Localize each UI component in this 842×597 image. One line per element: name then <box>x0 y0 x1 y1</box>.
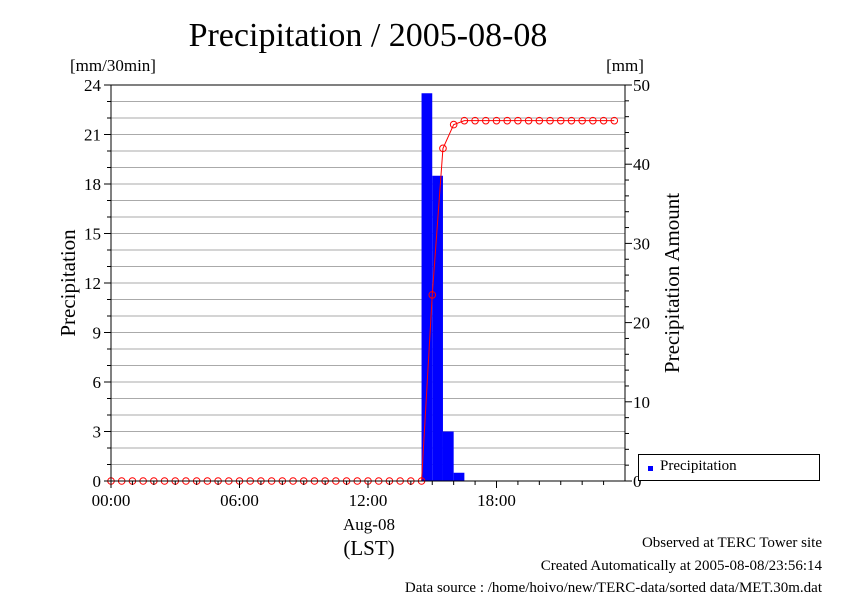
legend-swatch <box>648 466 653 471</box>
line-layer <box>107 116 619 485</box>
y-tick-label: 6 <box>93 373 102 392</box>
y2-tick-label: 20 <box>633 314 650 333</box>
y-tick-label: 15 <box>84 225 101 244</box>
chart-title: Precipitation / 2005-08-08 <box>189 17 548 54</box>
y2-tick-label: 50 <box>633 76 650 95</box>
precipitation-bar <box>453 472 465 481</box>
y-tick-label: 3 <box>93 423 102 442</box>
precipitation-amount-point <box>481 116 490 125</box>
y2-axis-label: Precipitation Amount <box>660 193 684 373</box>
precipitation-amount-point <box>471 116 479 125</box>
precipitation-amount-point <box>524 116 533 125</box>
precipitation-amount-point <box>514 116 522 125</box>
legend: Precipitation <box>638 454 820 481</box>
y-axis-unit: [mm/30min] <box>70 56 156 75</box>
x-tick-label: 00:00 <box>92 491 131 510</box>
precipitation-amount-point <box>449 120 458 129</box>
y-axis-label: Precipitation <box>56 229 80 337</box>
x-tick-label: 06:00 <box>220 491 259 510</box>
x-tick-label: 18:00 <box>477 491 516 510</box>
grid-layer <box>111 101 625 465</box>
legend-label: Precipitation <box>660 458 737 474</box>
precipitation-amount-point <box>439 144 447 153</box>
y-tick-label: 0 <box>93 472 102 491</box>
precipitation-amount-point <box>492 116 501 125</box>
footer-source: Data source : /home/hoivo/new/TERC-data/… <box>404 580 822 596</box>
y2-tick-label: 0 <box>633 472 642 491</box>
precipitation-amount-point <box>556 116 565 125</box>
y2-tick-label: 10 <box>633 393 650 412</box>
bar-layer <box>421 93 465 481</box>
y2-tick-label: 40 <box>633 155 650 174</box>
precipitation-bar <box>432 175 443 481</box>
precipitation-bar <box>421 93 433 481</box>
y-tick-label: 9 <box>93 324 102 343</box>
precipitation-amount-line <box>111 120 615 482</box>
precipitation-amount-point <box>610 116 619 125</box>
axis-layer: 0 3 6 9 12 15 18 21 24 0 10 20 30 40 50 00:00 06:00 12:00… <box>84 76 650 510</box>
precipitation-amount-point <box>546 116 554 125</box>
y-tick-label: 12 <box>84 274 101 293</box>
precipitation-amount-point <box>460 116 469 125</box>
y-tick-label: 24 <box>84 76 102 95</box>
footer-observed: Observed at TERC Tower site <box>641 535 822 551</box>
x-axis-timezone-label: (LST) <box>343 536 394 560</box>
x-tick-label: 12:00 <box>349 491 388 510</box>
precipitation-amount-point <box>599 116 608 125</box>
precipitation-amount-point <box>428 291 437 299</box>
precipitation-amount-point <box>578 116 586 125</box>
y-tick-label: 18 <box>84 175 101 194</box>
footer-created: Created Automatically at 2005-08-08/23:5… <box>540 558 822 574</box>
precipitation-amount-point <box>535 116 544 125</box>
precipitation-amount-point <box>503 116 512 125</box>
x-axis-date-label: Aug-08 <box>343 515 395 534</box>
precipitation-amount-point <box>567 116 576 125</box>
y2-tick-label: 30 <box>633 234 650 253</box>
y-tick-label: 21 <box>84 126 101 145</box>
precipitation-bar <box>442 431 454 481</box>
precipitation-amount-point <box>589 116 597 125</box>
y2-axis-unit: [mm] <box>606 56 644 75</box>
